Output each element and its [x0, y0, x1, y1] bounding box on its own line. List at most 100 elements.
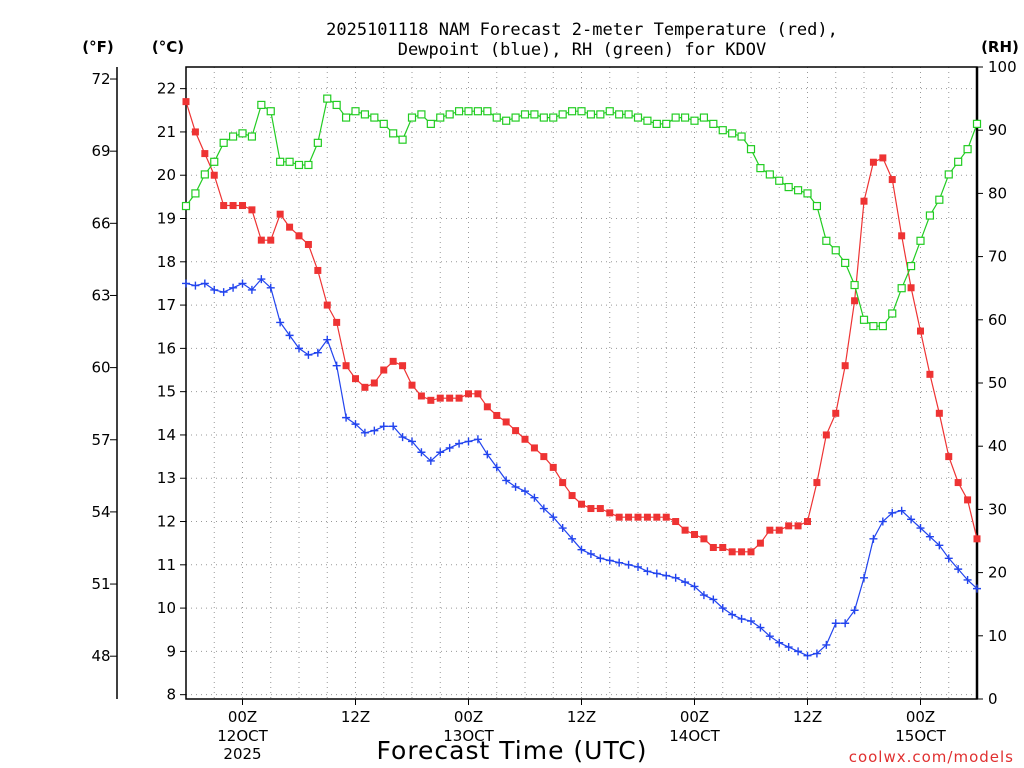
- dewpoint-point: [483, 450, 492, 459]
- rh-point: [247, 132, 257, 141]
- rh-point: [709, 119, 718, 128]
- x-tick-label: 12Z: [341, 708, 370, 726]
- rh-tick-label: 100: [988, 58, 1017, 76]
- dewpoint-point: [624, 560, 633, 569]
- rh-tick-label: 80: [988, 184, 1007, 202]
- rh-tick-label: 40: [988, 437, 1007, 455]
- rh-point: [567, 107, 577, 116]
- dewpoint-point: [728, 610, 737, 619]
- temperature-point: [738, 548, 746, 556]
- temperature-point: [559, 479, 567, 487]
- temperature-point: [578, 500, 585, 508]
- temperature-point: [568, 492, 576, 500]
- dewpoint-point: [907, 515, 916, 524]
- rh-point: [643, 116, 652, 125]
- rh-point: [793, 186, 803, 195]
- rh-point: [276, 157, 285, 166]
- celsius-tick-label: 10: [157, 599, 176, 617]
- dewpoint-point: [897, 506, 906, 515]
- unit-label-rh: (RH): [981, 38, 1019, 56]
- dewpoint-point: [662, 571, 671, 580]
- temperature-point: [973, 535, 981, 543]
- temperature-point: [691, 531, 698, 539]
- temperature-point: [869, 158, 877, 166]
- temperature-point: [521, 435, 529, 443]
- dewpoint-point: [445, 443, 454, 452]
- dewpoint-point: [586, 549, 595, 558]
- fahrenheit-tick-label: 63: [91, 286, 110, 304]
- temperature-point: [446, 394, 454, 402]
- dewpoint-point: [652, 569, 661, 578]
- rh-point: [878, 322, 887, 331]
- temperature-point: [267, 236, 275, 244]
- temperature-point: [248, 206, 256, 214]
- temperature-point: [352, 375, 359, 383]
- dewpoint-point: [841, 619, 850, 628]
- temperature-point: [832, 409, 840, 417]
- temperature-point: [220, 202, 228, 210]
- dewpoint-point: [332, 361, 341, 370]
- dewpoint-point: [671, 573, 680, 582]
- dewpoint-point: [558, 524, 567, 533]
- dewpoint-point: [737, 614, 746, 623]
- celsius-tick-label: 21: [157, 123, 176, 141]
- temperature-point: [191, 128, 199, 136]
- rh-tick-label: 60: [988, 311, 1007, 329]
- dewpoint-point: [360, 428, 369, 437]
- rh-point: [417, 110, 426, 119]
- temperature-point: [370, 379, 378, 387]
- temperature-point: [361, 383, 369, 391]
- dewpoint-point: [850, 606, 859, 615]
- celsius-tick-label: 20: [157, 166, 176, 184]
- rh-point: [370, 113, 379, 122]
- dewpoint-point: [709, 595, 718, 604]
- dewpoint-point: [304, 350, 313, 359]
- dewpoint-point: [699, 591, 708, 600]
- temperature-point: [427, 396, 435, 404]
- rh-point: [436, 113, 445, 122]
- rh-point: [925, 211, 935, 220]
- temperature-point: [408, 381, 416, 389]
- rh-point: [200, 170, 209, 179]
- rh-point: [897, 284, 906, 293]
- temperature-point: [766, 526, 774, 534]
- temperature-point: [512, 427, 520, 435]
- celsius-tick-label: 11: [157, 556, 176, 574]
- rh-point: [841, 258, 850, 268]
- rh-point: [219, 138, 228, 147]
- rh-point: [323, 94, 332, 103]
- x-date-label: 12OCT: [217, 727, 268, 745]
- dewpoint-point: [351, 420, 360, 429]
- dewpoint-point: [511, 482, 520, 491]
- dewpoint-point: [643, 567, 652, 576]
- celsius-tick-label: 15: [157, 383, 176, 401]
- rh-point: [812, 201, 822, 211]
- x-date-label: 14OCT: [669, 727, 720, 745]
- unit-label-celsius: (°C): [152, 38, 184, 56]
- dewpoint-point: [577, 545, 586, 554]
- rh-point: [266, 107, 275, 116]
- temperature-point: [860, 197, 868, 205]
- dewpoint-point: [342, 413, 351, 422]
- temperature-point: [775, 526, 783, 534]
- rh-point: [285, 157, 294, 166]
- rh-point: [680, 113, 690, 122]
- dewpoint-point: [379, 422, 388, 431]
- temperature-point: [465, 390, 472, 398]
- dewpoint-point: [502, 476, 511, 485]
- dewpoint-point: [765, 632, 774, 641]
- chart-title-line1: 2025101118 NAM Forecast 2-meter Temperat…: [326, 20, 838, 40]
- x-axis-title: Forecast Time (UTC): [377, 736, 648, 765]
- rh-point: [728, 129, 737, 138]
- dewpoint-point: [539, 504, 548, 513]
- x-tick-label: 00Z: [228, 708, 257, 726]
- temperature-point: [323, 301, 331, 309]
- rh-point: [963, 145, 972, 154]
- temperature-point: [276, 210, 284, 218]
- unit-label-fahrenheit: (°F): [82, 38, 113, 56]
- rh-point: [605, 107, 614, 116]
- chart-title-line2: Dewpoint (blue), RH (green) for KDOV: [398, 40, 766, 60]
- rh-point: [360, 110, 370, 119]
- temperature-point: [587, 505, 595, 513]
- dewpoint-point: [925, 532, 934, 541]
